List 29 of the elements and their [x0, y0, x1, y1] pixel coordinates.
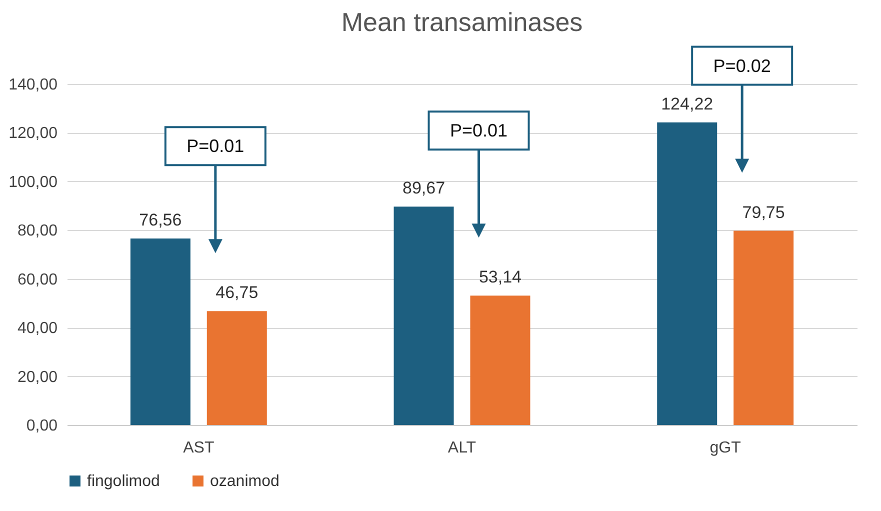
y-tick-label: 140,00 — [8, 76, 58, 94]
y-tick-label: 40,00 — [17, 320, 58, 338]
y-tick-label: 80,00 — [17, 222, 58, 240]
annotation: P=0.01 — [186, 136, 244, 156]
data-label: 79,75 — [742, 202, 785, 222]
bar — [734, 230, 794, 425]
bar — [470, 296, 530, 425]
bar — [130, 238, 190, 425]
text: P=0.02 — [713, 56, 771, 76]
x-tick-label: AST — [183, 440, 214, 456]
data-label: 124,22 — [661, 94, 714, 114]
legend-label: ozanimod — [210, 473, 280, 490]
bar — [657, 122, 718, 425]
x-tick-label: ALT — [448, 440, 476, 456]
y-tick-label: 0,00 — [26, 418, 58, 434]
y-tick-label: 20,00 — [17, 368, 58, 386]
legend-label: fingolimod — [87, 473, 160, 490]
bar — [206, 311, 267, 425]
data-label: 89,67 — [402, 178, 446, 198]
y-tick-label: 60,00 — [17, 271, 58, 288]
y-tick-label: 100,00 — [8, 174, 58, 191]
y-tick-label: 120,00 — [8, 125, 58, 142]
chart-title: Mean transaminases — [341, 7, 583, 37]
bar — [394, 206, 454, 425]
data-label: 46,75 — [216, 283, 258, 302]
data-label: 53,14 — [478, 268, 522, 287]
data-label: 76,56 — [139, 210, 182, 230]
x-tick-label: gGT — [710, 440, 742, 456]
annotation: P=0.01 — [450, 120, 508, 141]
